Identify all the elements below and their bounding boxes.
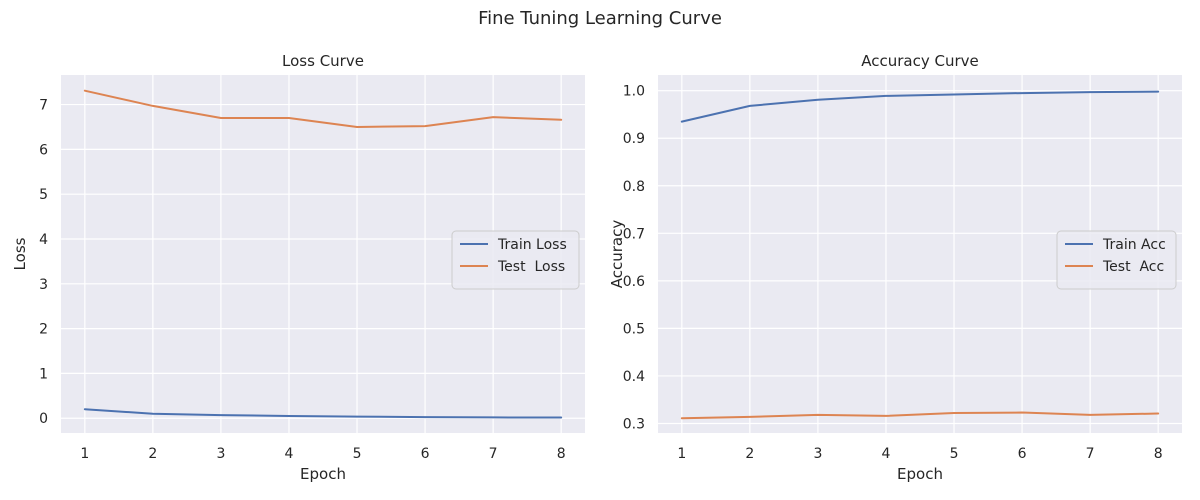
accuracy-legend-box (1056, 230, 1177, 290)
accuracy-y-tick-label: 0.6 (623, 274, 645, 290)
loss-x-tick-label: 4 (285, 446, 294, 462)
accuracy-y-tick-label: 0.8 (623, 179, 645, 195)
accuracy-chart-title: Accuracy Curve (861, 52, 979, 70)
accuracy-legend-label-2: Test Acc (1102, 259, 1164, 275)
accuracy-x-axis-label: Epoch (897, 465, 943, 483)
accuracy-x-tick-label: 8 (1154, 446, 1163, 462)
accuracy-legend: Train Acc Test Acc (1056, 230, 1177, 290)
accuracy-legend-label-1: Train Acc (1102, 237, 1166, 253)
loss-y-axis-label: Loss (11, 237, 29, 270)
accuracy-y-axis-label: Accuracy (608, 220, 626, 289)
accuracy-y-tick-label: 0.7 (623, 226, 645, 242)
loss-x-tick-label: 3 (216, 446, 225, 462)
loss-series-line-2 (83, 89, 563, 128)
accuracy-x-tick-label: 5 (950, 446, 959, 462)
loss-series-line-1 (83, 408, 563, 419)
loss-y-tick-label: 1 (39, 366, 48, 382)
loss-x-tick-label: 8 (557, 446, 566, 462)
loss-x-tick-label: 1 (80, 446, 89, 462)
accuracy-chart: 1 2 3 4 5 6 7 8 0.3 0.4 0.5 0.6 0.7 0.8 0.9 1.0 Accuracy… (608, 52, 1182, 483)
loss-x-tick-label: 6 (421, 446, 430, 462)
accuracy-series-line-1 (680, 90, 1160, 123)
accuracy-x-tick-label: 6 (1018, 446, 1027, 462)
loss-x-tick-label: 5 (353, 446, 362, 462)
loss-legend: Train Loss Test Loss (451, 230, 580, 290)
accuracy-x-tick-label: 7 (1086, 446, 1095, 462)
accuracy-y-tick-label: 0.9 (623, 131, 645, 147)
loss-y-tick-label: 4 (39, 232, 48, 248)
accuracy-y-tick-label: 0.3 (623, 416, 645, 432)
loss-y-tick-label: 2 (39, 322, 48, 338)
accuracy-x-tick-label: 2 (745, 446, 754, 462)
loss-y-tick-label: 0 (39, 411, 48, 427)
accuracy-series-line-2 (680, 411, 1160, 420)
loss-x-tick-label: 7 (489, 446, 498, 462)
accuracy-x-tick-label: 1 (677, 446, 686, 462)
loss-x-tick-label: 2 (148, 446, 157, 462)
loss-chart: 1 2 3 4 5 6 7 8 0 1 2 3 4 5 6 7 Loss Curve Epoch Loss Train… (11, 52, 585, 483)
accuracy-y-tick-label: 1.0 (623, 84, 645, 100)
loss-y-tick-label: 7 (39, 98, 48, 114)
loss-legend-label-2: Test Loss (497, 259, 565, 275)
loss-legend-box (451, 230, 580, 290)
loss-x-axis-label: Epoch (300, 465, 346, 483)
accuracy-y-tick-label: 0.5 (623, 321, 645, 337)
loss-y-tick-label: 6 (39, 142, 48, 158)
loss-y-tick-label: 3 (39, 277, 48, 293)
accuracy-y-tick-label: 0.4 (623, 369, 645, 385)
accuracy-x-tick-label: 3 (813, 446, 822, 462)
figure-title: Fine Tuning Learning Curve (478, 8, 722, 29)
accuracy-x-tick-label: 4 (882, 446, 891, 462)
loss-y-tick-label: 5 (39, 187, 48, 203)
loss-chart-title: Loss Curve (282, 52, 364, 70)
loss-legend-label-1: Train Loss (497, 237, 567, 253)
